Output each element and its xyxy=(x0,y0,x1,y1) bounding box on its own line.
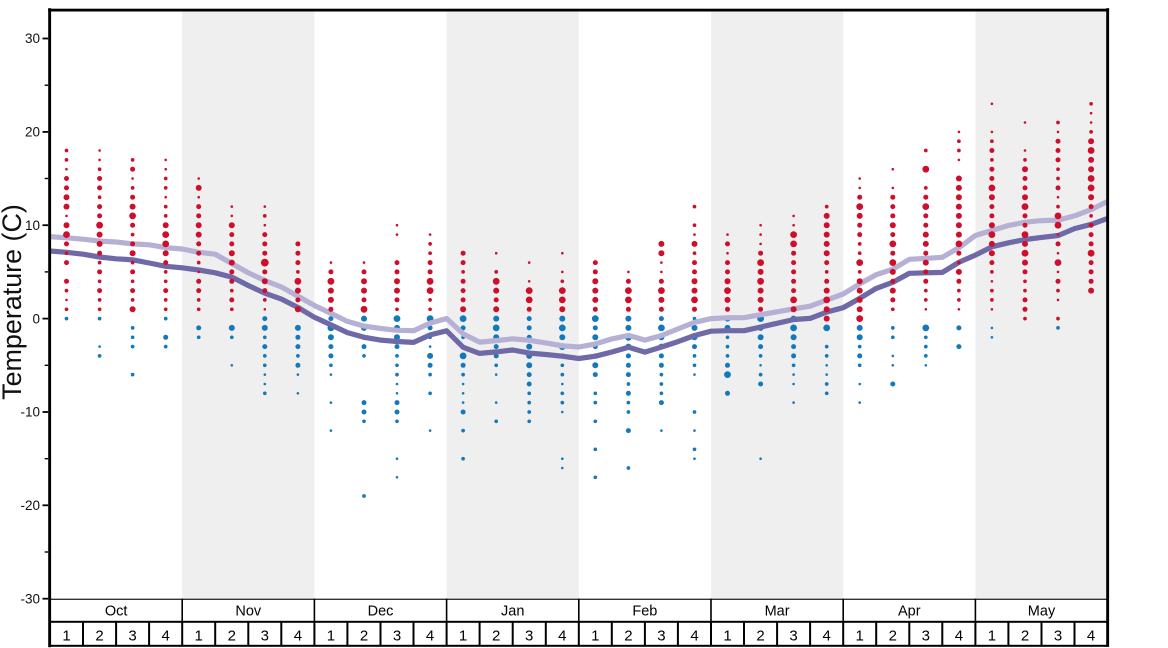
svg-text:3: 3 xyxy=(657,628,665,645)
svg-text:0: 0 xyxy=(32,311,40,326)
svg-text:Oct: Oct xyxy=(105,604,128,620)
svg-text:1: 1 xyxy=(195,628,203,645)
svg-text:Dec: Dec xyxy=(368,604,394,620)
svg-text:3: 3 xyxy=(393,628,401,645)
svg-text:10: 10 xyxy=(25,218,40,233)
svg-text:Jan: Jan xyxy=(501,604,524,620)
svg-text:3: 3 xyxy=(261,628,269,645)
svg-text:2: 2 xyxy=(360,628,368,645)
svg-text:2: 2 xyxy=(624,628,632,645)
svg-text:Feb: Feb xyxy=(632,604,657,620)
svg-text:3: 3 xyxy=(789,628,797,645)
svg-text:-20: -20 xyxy=(20,498,40,513)
svg-text:Nov: Nov xyxy=(235,604,262,620)
svg-text:4: 4 xyxy=(294,628,302,645)
svg-text:3: 3 xyxy=(525,628,533,645)
svg-text:1: 1 xyxy=(856,628,864,645)
svg-text:-10: -10 xyxy=(20,405,40,420)
svg-text:3: 3 xyxy=(922,628,930,645)
svg-text:4: 4 xyxy=(426,628,434,645)
svg-text:1: 1 xyxy=(62,628,70,645)
svg-text:Temperature (C): Temperature (C) xyxy=(0,204,27,400)
svg-text:-30: -30 xyxy=(20,591,40,606)
svg-text:1: 1 xyxy=(459,628,467,645)
svg-text:2: 2 xyxy=(889,628,897,645)
svg-text:1: 1 xyxy=(723,628,731,645)
svg-text:4: 4 xyxy=(823,628,831,645)
svg-text:2: 2 xyxy=(228,628,236,645)
svg-text:2: 2 xyxy=(1021,628,1029,645)
svg-text:4: 4 xyxy=(162,628,170,645)
svg-text:3: 3 xyxy=(128,628,136,645)
svg-text:May: May xyxy=(1028,604,1056,620)
svg-text:Mar: Mar xyxy=(765,604,790,620)
svg-text:4: 4 xyxy=(1087,628,1095,645)
svg-text:2: 2 xyxy=(95,628,103,645)
svg-text:4: 4 xyxy=(690,628,698,645)
svg-text:2: 2 xyxy=(492,628,500,645)
svg-text:4: 4 xyxy=(955,628,963,645)
svg-text:Apr: Apr xyxy=(898,604,921,620)
svg-text:4: 4 xyxy=(558,628,566,645)
svg-text:3: 3 xyxy=(1054,628,1062,645)
svg-text:1: 1 xyxy=(327,628,335,645)
svg-text:1: 1 xyxy=(591,628,599,645)
svg-text:1: 1 xyxy=(988,628,996,645)
svg-text:20: 20 xyxy=(25,125,40,140)
svg-text:2: 2 xyxy=(756,628,764,645)
svg-text:30: 30 xyxy=(25,31,40,46)
